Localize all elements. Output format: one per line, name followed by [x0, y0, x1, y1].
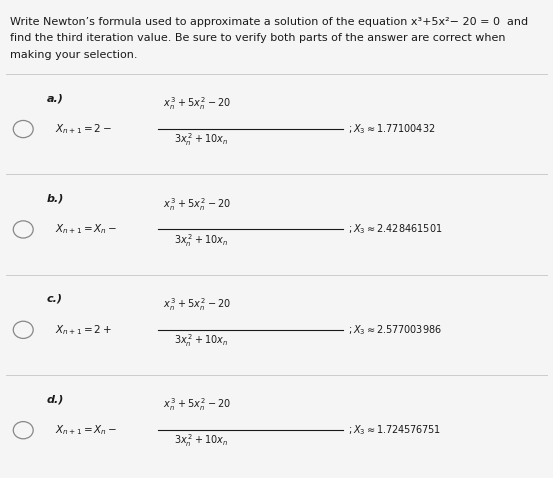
Text: $x_n^{\,3}+5x_n^{\,2}-20$: $x_n^{\,3}+5x_n^{\,2}-20$: [163, 397, 231, 413]
Text: c.): c.): [47, 294, 63, 304]
Text: $X_{n+1}=2-$: $X_{n+1}=2-$: [55, 122, 112, 136]
Text: find the third iteration value. Be sure to verify both parts of the answer are c: find the third iteration value. Be sure …: [10, 33, 505, 43]
Text: $3x_n^{\,2}+10x_n$: $3x_n^{\,2}+10x_n$: [174, 131, 228, 148]
Text: $x_n^{\,3}+5x_n^{\,2}-20$: $x_n^{\,3}+5x_n^{\,2}-20$: [163, 96, 231, 112]
Text: $3x_n^{\,2}+10x_n$: $3x_n^{\,2}+10x_n$: [174, 332, 228, 349]
Text: a.): a.): [47, 93, 64, 103]
Text: $X_{n+1}=X_n-$: $X_{n+1}=X_n-$: [55, 424, 118, 437]
Text: $X_{n+1}=2+$: $X_{n+1}=2+$: [55, 323, 112, 337]
Text: $; X_3 \approx 2.577003986$: $; X_3 \approx 2.577003986$: [348, 323, 442, 337]
Text: $; X_3 \approx 2.428461501$: $; X_3 \approx 2.428461501$: [348, 223, 443, 236]
Text: $3x_n^{\,2}+10x_n$: $3x_n^{\,2}+10x_n$: [174, 433, 228, 449]
Text: making your selection.: making your selection.: [10, 50, 138, 60]
Text: $x_n^{\,3}+5x_n^{\,2}-20$: $x_n^{\,3}+5x_n^{\,2}-20$: [163, 296, 231, 313]
Text: $3x_n^{\,2}+10x_n$: $3x_n^{\,2}+10x_n$: [174, 232, 228, 249]
Text: $X_{n+1}=X_n-$: $X_{n+1}=X_n-$: [55, 223, 118, 236]
Text: Write Newton’s formula used to approximate a solution of the equation x³+5x²− 20: Write Newton’s formula used to approxima…: [10, 17, 528, 27]
Text: d.): d.): [47, 394, 64, 404]
Text: $; X_3 \approx 1.77100432$: $; X_3 \approx 1.77100432$: [348, 122, 436, 136]
Text: $; X_3 \approx 1.724576751$: $; X_3 \approx 1.724576751$: [348, 424, 441, 437]
Text: b.): b.): [47, 194, 64, 204]
Text: $x_n^{\,3}+5x_n^{\,2}-20$: $x_n^{\,3}+5x_n^{\,2}-20$: [163, 196, 231, 213]
